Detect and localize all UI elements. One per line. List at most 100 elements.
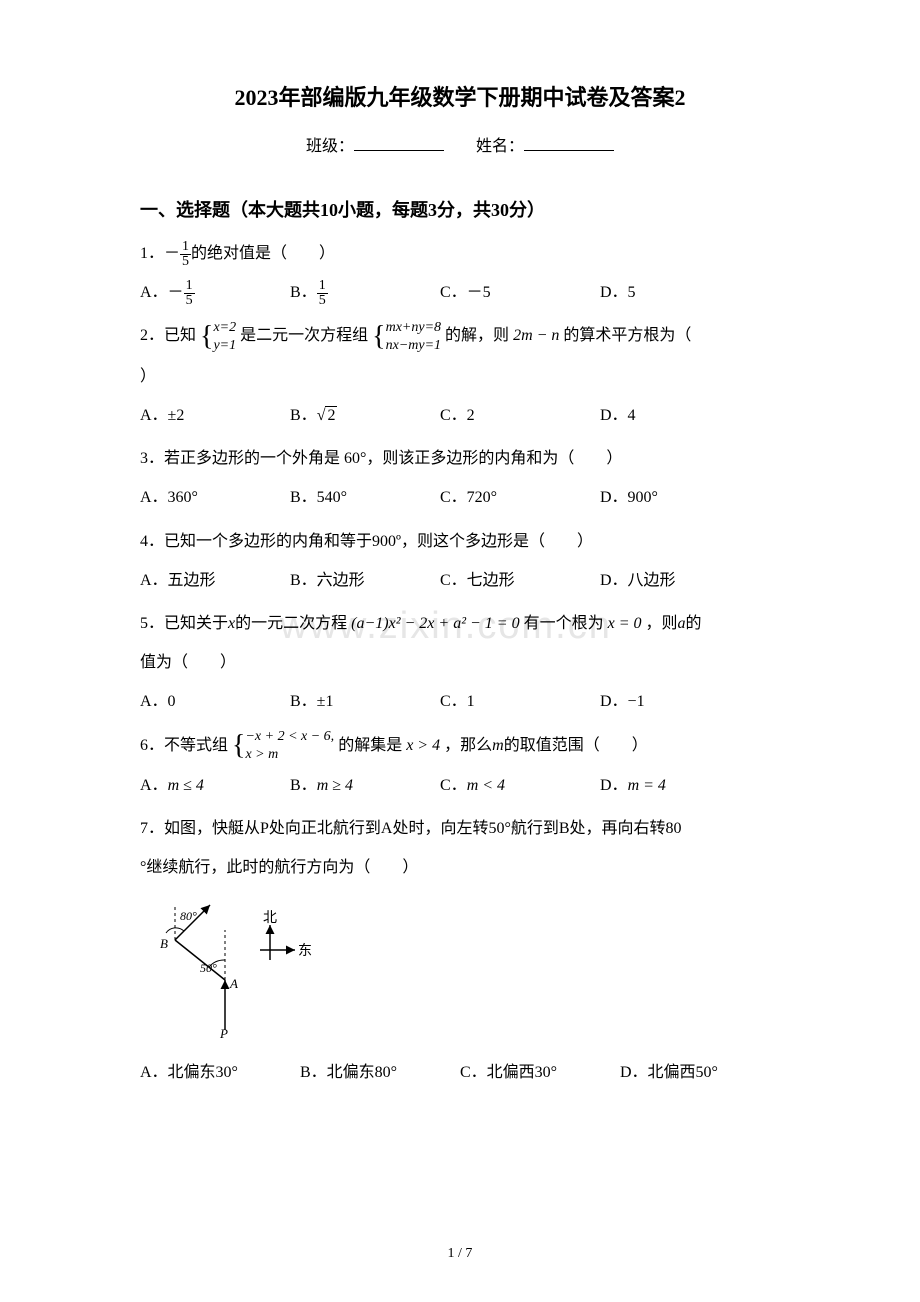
name-blank [524,135,614,151]
q3-B: B．540° [290,480,440,515]
section-header: 一、选择题（本大题共10小题，每题3分，共30分） [140,196,780,222]
q6-A-e: m ≤ 4 [168,777,204,794]
q7-optB: B．北偏东80° [300,1055,460,1090]
q5-pre: 5．已知关于 [140,615,228,632]
q2-C: C．2 [440,398,600,433]
q7-angle2: 50° [200,961,217,975]
q6-post: ，那么 [444,737,492,754]
q7-optC: C．北偏西30° [460,1055,620,1090]
q1-A-num: 1 [184,279,195,294]
q2-b2-bot: nx−my=1 [386,337,441,355]
class-label: 班级： [306,138,354,155]
q6-options: A．m ≤ 4 B．m ≥ 4 C．m < 4 D．m = 4 [140,768,780,803]
q1-pre: 1．－ [140,245,180,262]
q6-end: 的取值范围（ ） [504,737,648,754]
q1-B-num: 1 [317,279,328,294]
q3-D: D．900° [600,480,658,515]
q5-m1: 的一元二次方程 [235,615,347,632]
q2-mid: 是二元一次方程组 [240,327,368,344]
q5-m3: ，则 [646,615,678,632]
q2-post: 的解，则 [445,327,509,344]
q1-A-pre: A．－ [140,284,184,301]
q6-m: m [492,737,504,754]
q7-B: B [160,936,168,951]
q3-C: C．720° [440,480,600,515]
q1-stem: 1．－15的绝对值是（ ） [140,236,780,271]
q5-eq: (a−1)x² − 2x + a² − 1 = 0 [351,615,519,632]
q1-B-den: 5 [317,294,328,308]
q2-stem: 2．已知 {x=2y=1 是二元一次方程组 {mx+ny=8nx−my=1 的解… [140,318,780,355]
q5-post: 的 [686,615,702,632]
q4-B: B．六边形 [290,563,440,598]
q6-bt: −x + 2 < x − 6, [245,728,334,746]
q1-C: C．－5 [440,275,600,310]
q3-options: A．360° B．540° C．720° D．900° [140,480,780,515]
q7-optA: A．北偏东30° [140,1055,300,1090]
q4-C: C．七边形 [440,563,600,598]
q2-B-pre: B． [290,407,317,424]
q4-options: A．五边形 B．六边形 C．七边形 D．八边形 [140,563,780,598]
q1-B-frac: 15 [317,279,328,308]
q7-line1: 7．如图，快艇从P处向正北航行到A处时，向左转50°航行到B处，再向右转80 [140,811,780,846]
q6-D: D．m = 4 [600,768,666,803]
q7-line2: °继续航行，此时的航行方向为（ ） [140,850,780,885]
q2-D: D．4 [600,398,636,433]
q5-B: B．±1 [290,684,440,719]
q6-C-e: m < 4 [467,777,505,794]
q6-pre: 6．不等式组 [140,737,228,754]
q2-end: 的算术平方根为（ [563,327,691,344]
q7-A: A [229,976,238,991]
q1-B-pre: B． [290,284,317,301]
page-title: 2023年部编版九年级数学下册期中试卷及答案2 [140,80,780,112]
q5-m2: 有一个根为 [524,615,604,632]
q7-diagram: 80° 50° B A P 北 东 [150,900,320,1040]
q5-stem: 5．已知关于x的一元二次方程 (a−1)x² − 2x + a² − 1 = 0… [140,606,780,641]
q2-options: A．±2 B．√2 C．2 D．4 [140,398,780,433]
q6-A-pre: A． [140,777,168,794]
q1-A: A．－15 [140,275,290,310]
q6-A: A．m ≤ 4 [140,768,290,803]
q6-brace: {−x + 2 < x − 6,x > m [232,728,334,764]
q6-B-pre: B． [290,777,317,794]
q5-line2: 值为（ ） [140,645,780,680]
q5-C: C．1 [440,684,600,719]
q2-expr: 2m − n [513,327,559,344]
q3-A: A．360° [140,480,290,515]
q7-north: 北 [263,910,277,926]
q2-A: A．±2 [140,398,290,433]
q6-bb: x > m [245,746,334,764]
q2-b1-bot: y=1 [213,337,236,355]
q1-options: A．－15 B．15 C．－5 D．5 [140,275,780,310]
q1-frac-den: 5 [180,255,191,269]
q7-angle1: 80° [180,909,197,923]
q2-close: ） [140,359,780,394]
q6-B-e: m ≥ 4 [317,777,353,794]
q7-east: 东 [298,943,312,959]
q2-B-sqrt: √2 [317,398,338,433]
q4-A: A．五边形 [140,563,290,598]
q1-frac-num: 1 [180,240,191,255]
name-label: 姓名： [476,138,524,155]
q2-B-sqrt-body: 2 [325,406,337,424]
q6-stem: 6．不等式组 {−x + 2 < x − 6,x > m 的解集是 x > 4 … [140,728,780,765]
q6-D-pre: D． [600,777,628,794]
q7-options: A．北偏东30° B．北偏东80° C．北偏西30° D．北偏西50° [140,1055,780,1090]
q6-mid: 的解集是 [338,737,402,754]
q5-root: x = 0 [608,615,642,632]
q2-brace2: {mx+ny=8nx−my=1 [372,319,441,355]
q1-D: D．5 [600,275,636,310]
q5-D: D．−1 [600,684,645,719]
q2-B: B．√2 [290,398,440,433]
q6-cond: x > 4 [406,737,440,754]
q1-A-frac: 15 [184,279,195,308]
q6-B: B．m ≥ 4 [290,768,440,803]
q7-P: P [219,1026,228,1040]
q1-B: B．15 [290,275,440,310]
q5-options: A．0 B．±1 C．1 D．−1 [140,684,780,719]
q6-C-pre: C． [440,777,467,794]
q4-stem: 4．已知一个多边形的内角和等于900º，则这个多边形是（ ） [140,524,780,559]
q1-frac: 15 [180,240,191,269]
q3-stem: 3．若正多边形的一个外角是 60°，则该正多边形的内角和为（ ） [140,441,780,476]
page-footer: 1 / 7 [0,1246,920,1262]
q5-a: a [678,615,686,632]
